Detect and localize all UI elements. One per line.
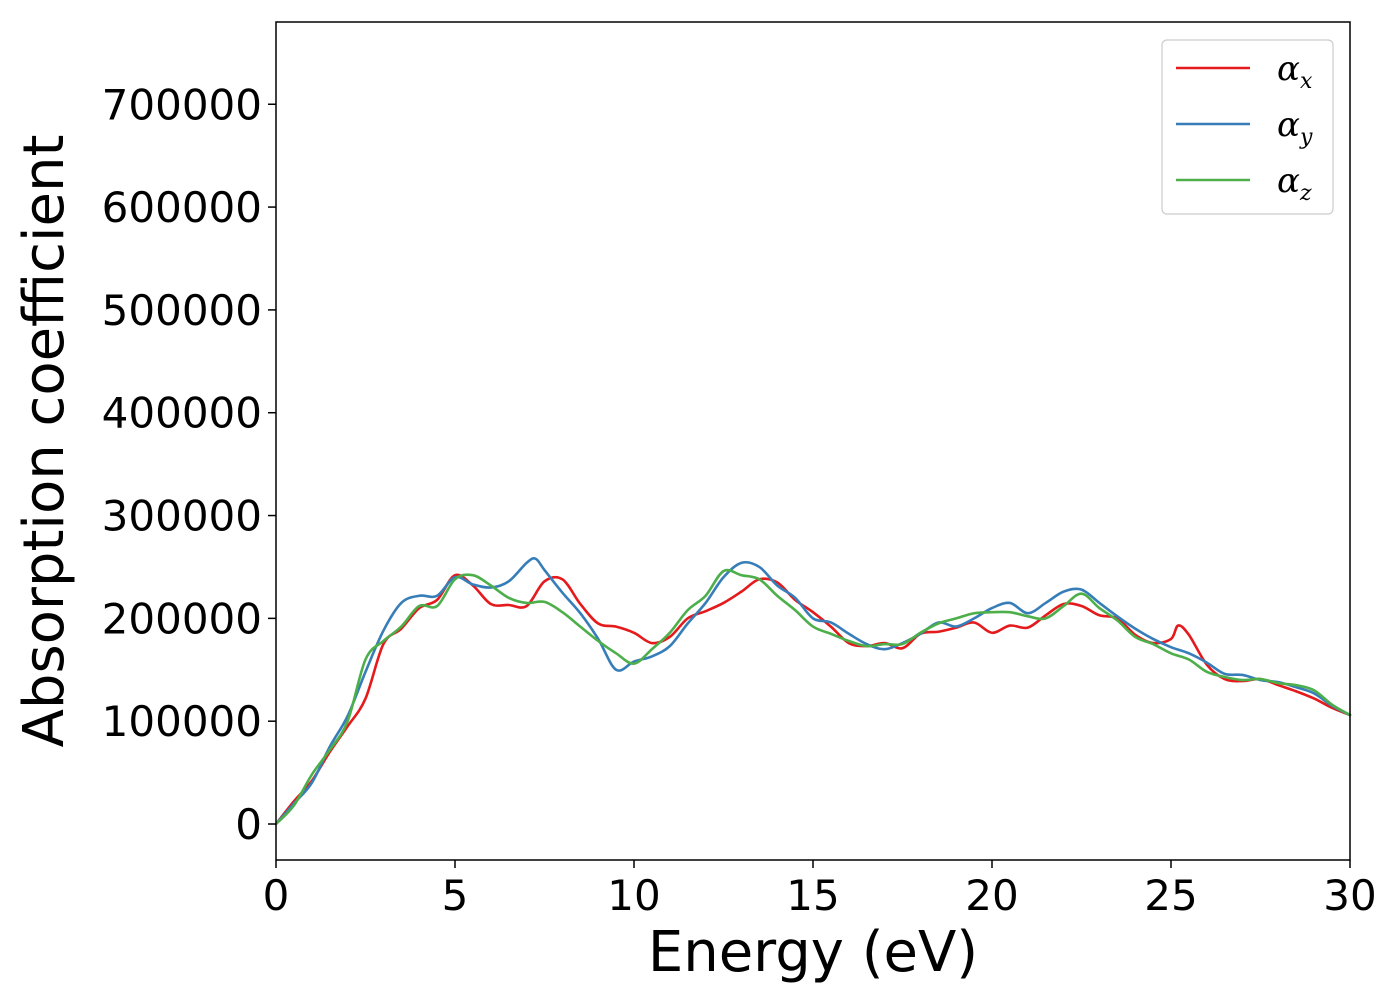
x-axis-ticks: 0 5 10 15 20 25 30 <box>263 860 1377 920</box>
y-tick-label: 200000 <box>102 594 262 643</box>
y-tick-label: 700000 <box>102 80 262 129</box>
legend-box <box>1161 39 1334 215</box>
y-tick-label: 0 <box>235 800 262 849</box>
legend-symbol: α <box>1277 161 1300 201</box>
y-axis-title: Absorption coefficient <box>12 135 77 748</box>
y-axis-ticks: 0 100000 200000 300000 400000 500000 600000 700… <box>102 80 276 849</box>
x-tick-label: 30 <box>1323 871 1376 920</box>
y-tick-label: 500000 <box>102 286 262 335</box>
legend-symbol: α <box>1277 105 1300 145</box>
legend-label: αy <box>1277 105 1313 150</box>
x-axis-title: Energy (eV) <box>648 920 978 985</box>
y-tick-label: 100000 <box>102 697 262 746</box>
x-tick-label: 10 <box>607 871 660 920</box>
legend-subscript: y <box>1299 125 1313 150</box>
x-tick-label: 20 <box>965 871 1018 920</box>
x-tick-label: 25 <box>1144 871 1197 920</box>
series-line-alpha-z <box>274 568 1352 826</box>
series-layer <box>274 557 1352 826</box>
y-tick-label: 600000 <box>102 183 262 232</box>
legend-label: αz <box>1277 161 1312 206</box>
series-line-alpha-x <box>274 573 1352 826</box>
legend-symbol: α <box>1277 49 1300 89</box>
y-tick-label: 400000 <box>102 389 262 438</box>
x-tick-label: 5 <box>442 871 469 920</box>
legend-subscript: x <box>1300 69 1313 94</box>
legend-subscript: z <box>1299 181 1312 206</box>
x-tick-label: 0 <box>263 871 290 920</box>
x-tick-label: 15 <box>786 871 839 920</box>
legend-label: αx <box>1277 49 1313 94</box>
y-tick-label: 300000 <box>102 492 262 541</box>
